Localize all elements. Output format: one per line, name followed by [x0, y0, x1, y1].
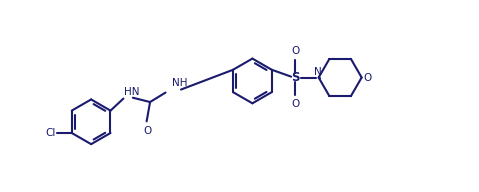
Text: N: N	[314, 67, 322, 77]
Text: HN: HN	[124, 87, 140, 97]
Text: S: S	[291, 71, 300, 84]
Text: O: O	[291, 46, 299, 56]
Text: Cl: Cl	[45, 128, 56, 138]
Text: O: O	[291, 99, 299, 109]
Text: O: O	[143, 126, 152, 136]
Text: O: O	[364, 73, 372, 83]
Text: NH: NH	[171, 78, 187, 88]
